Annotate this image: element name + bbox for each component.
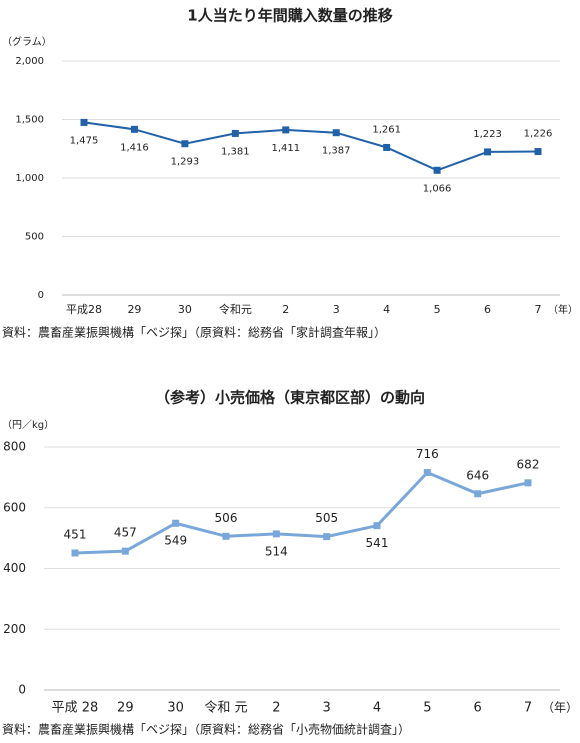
y-tick-label: 200 (3, 622, 26, 636)
y-tick-label: 1,500 (15, 115, 44, 126)
source-note: 資料：農畜産業振興機構「ベジ探」（原資料：総務省「小売物価統計調査」） (2, 722, 410, 737)
y-tick-label: 2,000 (15, 56, 44, 67)
y-tick-label: 800 (3, 440, 26, 454)
data-label: 451 (64, 528, 87, 542)
x-tick-label: 29 (117, 701, 134, 716)
chart-title: 1人当たり年間購入数量の推移 (187, 7, 392, 25)
marker (484, 148, 492, 156)
x-tick-label: 4 (383, 303, 390, 316)
data-label: 549 (164, 534, 187, 548)
chart-title: （参考）小売価格（東京都区部）の動向 (155, 389, 425, 407)
y-axis-label: （グラム） (2, 35, 52, 48)
data-label: 1,261 (372, 124, 401, 135)
data-label: 646 (466, 468, 489, 482)
marker (383, 143, 391, 151)
marker (130, 125, 138, 133)
y-tick-label: 0 (38, 290, 44, 301)
data-label: 1,223 (473, 129, 502, 140)
data-label: 1,066 (423, 183, 452, 194)
x-tick-label: 令和 元 (204, 701, 247, 716)
x-tick-label: 5 (423, 701, 431, 716)
data-label: 1,381 (221, 146, 250, 157)
line (74, 470, 529, 555)
marker (433, 166, 441, 174)
x-tick-label: 2 (272, 701, 280, 716)
marker (181, 140, 189, 148)
x-tick-label: 平成28 (66, 303, 102, 316)
marker (121, 547, 129, 555)
y-tick-label: 600 (3, 500, 26, 514)
data-label: 1,293 (171, 157, 200, 168)
marker (71, 549, 79, 557)
data-label: 1,387 (322, 146, 351, 157)
marker (524, 479, 532, 487)
marker (323, 533, 331, 541)
data-label: 514 (265, 544, 288, 558)
x-tick-label: 4 (373, 701, 381, 716)
marker (282, 126, 290, 134)
marker (373, 522, 381, 530)
data-label: 682 (517, 457, 540, 471)
data-label: 1,416 (120, 142, 149, 153)
x-tick-label: 30 (167, 701, 184, 716)
x-tick-label: 3 (323, 701, 331, 716)
line (83, 121, 539, 172)
data-label: 457 (114, 526, 137, 540)
marker (332, 129, 340, 137)
y-tick-label: 500 (25, 232, 44, 243)
x-tick-label: 平成 28 (52, 701, 99, 716)
y-axis-label: （円／kg） (2, 419, 54, 431)
y-tick-label: 400 (3, 561, 26, 575)
data-label: 1,475 (70, 135, 99, 146)
data-label: 1,411 (271, 143, 300, 154)
data-label: 1,226 (524, 129, 553, 140)
y-tick-label: 1,000 (15, 173, 44, 184)
x-tick-label: 7 (524, 701, 532, 716)
x-tick-label: 令和元 (219, 302, 252, 316)
x-tick-label: 2 (282, 303, 289, 316)
marker (474, 490, 482, 498)
x-tick-label: 6 (484, 303, 491, 316)
data-label: 716 (416, 447, 439, 461)
x-tick-label: 30 (178, 303, 192, 316)
x-axis-label: （年） (548, 303, 578, 316)
data-label: 506 (215, 511, 238, 525)
x-tick-label: 3 (333, 303, 340, 316)
marker (534, 148, 542, 156)
x-tick-label: 6 (474, 701, 482, 716)
x-tick-label: 5 (434, 303, 441, 316)
marker (231, 129, 239, 137)
marker (272, 530, 280, 538)
marker (172, 519, 180, 527)
source-note: 資料：農畜産業振興機構「ベジ探」（原資料：総務省「家計調査年報」） (2, 325, 386, 340)
x-tick-label: 7 (535, 303, 542, 316)
x-axis-label: （年） (542, 701, 578, 715)
data-label: 505 (315, 511, 338, 525)
data-label: 541 (366, 536, 389, 550)
marker (222, 532, 230, 540)
x-tick-label: 29 (127, 303, 141, 316)
marker (423, 469, 431, 477)
y-tick-label: 0 (18, 683, 26, 697)
marker (80, 118, 88, 126)
